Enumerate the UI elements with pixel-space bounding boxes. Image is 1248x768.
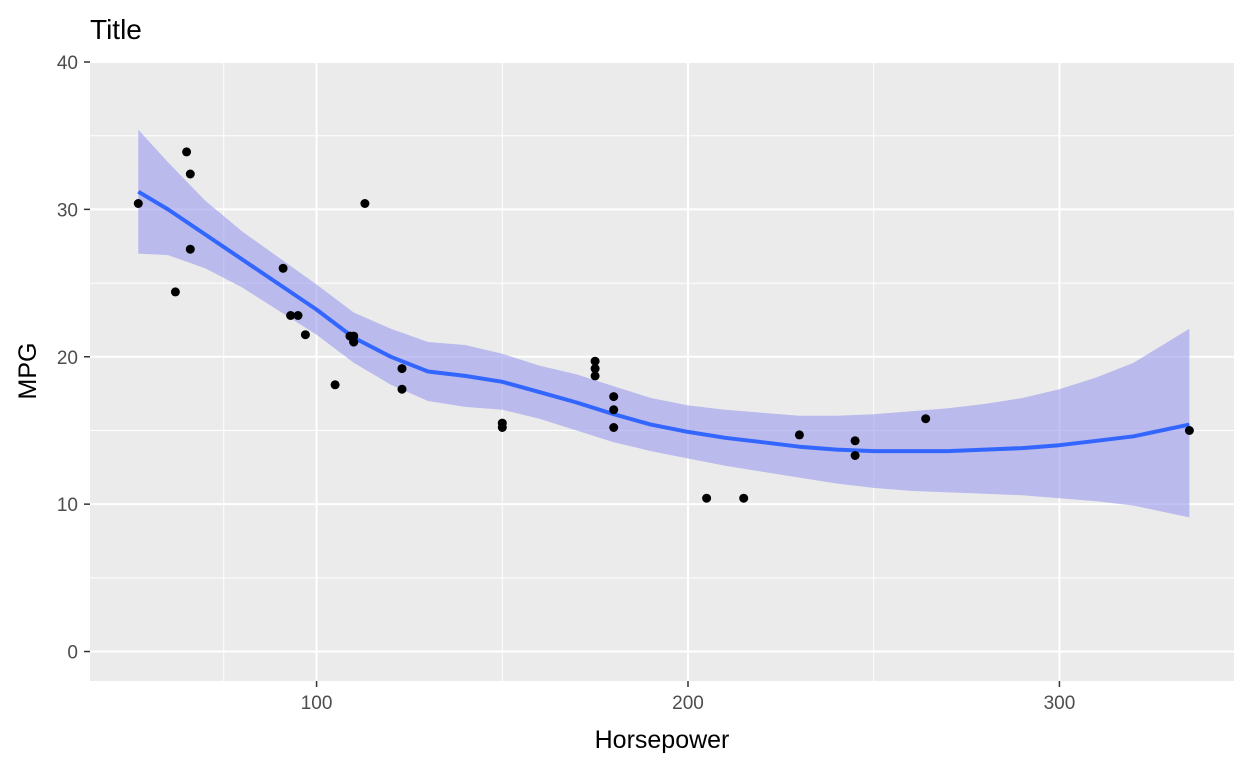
x-axis: 100 200 300 bbox=[301, 681, 1076, 714]
data-point bbox=[850, 436, 860, 446]
data-point bbox=[590, 364, 600, 374]
data-point bbox=[702, 493, 712, 503]
data-point bbox=[330, 380, 340, 390]
data-point bbox=[609, 423, 619, 432]
data-point bbox=[293, 311, 303, 320]
x-tick-label: 100 bbox=[301, 693, 333, 714]
data-point bbox=[739, 493, 749, 503]
chart-title: Title bbox=[90, 14, 142, 45]
smooth-line bbox=[137, 189, 1190, 454]
plot-panel bbox=[90, 62, 1234, 681]
data-point bbox=[133, 199, 143, 208]
data-point bbox=[182, 147, 192, 157]
data-point bbox=[360, 199, 370, 208]
x-tick-label: 300 bbox=[1044, 693, 1076, 714]
data-point bbox=[609, 405, 619, 415]
y-axis: 0 10 20 30 40 bbox=[57, 53, 90, 664]
data-point bbox=[794, 430, 804, 440]
data-point bbox=[185, 169, 195, 179]
data-point bbox=[170, 287, 180, 297]
data-point bbox=[1184, 426, 1194, 435]
data-point bbox=[397, 364, 407, 374]
data-point bbox=[185, 244, 195, 254]
data-point bbox=[590, 371, 600, 381]
smooth-line-layer bbox=[137, 189, 1190, 454]
major-gridlines bbox=[90, 61, 1234, 681]
data-point bbox=[278, 263, 288, 273]
data-point bbox=[590, 356, 600, 366]
y-axis-title: MPG bbox=[14, 343, 42, 400]
data-point bbox=[286, 311, 296, 320]
y-tick-label: 20 bbox=[57, 348, 78, 369]
data-point bbox=[300, 330, 310, 340]
x-tick-label: 200 bbox=[672, 693, 704, 714]
data-point bbox=[497, 418, 507, 428]
y-tick-label: 0 bbox=[67, 643, 78, 664]
y-tick-label: 10 bbox=[57, 495, 78, 516]
data-point bbox=[850, 451, 860, 460]
data-point bbox=[609, 392, 619, 402]
x-axis-title: Horsepower bbox=[595, 726, 730, 754]
y-tick-label: 40 bbox=[57, 53, 78, 74]
data-point bbox=[349, 331, 359, 341]
data-point bbox=[921, 414, 931, 424]
y-tick-label: 30 bbox=[57, 200, 78, 221]
data-points bbox=[133, 147, 1194, 503]
data-point bbox=[397, 384, 407, 394]
